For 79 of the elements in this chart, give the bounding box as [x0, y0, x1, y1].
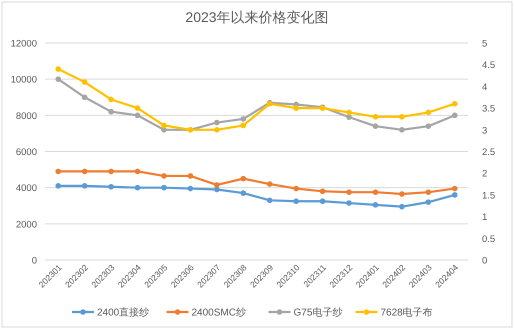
point — [161, 184, 167, 190]
y-tick-label: 4000 — [16, 183, 37, 194]
point — [240, 122, 246, 128]
point — [372, 123, 378, 129]
y2-tick-label: 2.5 — [482, 147, 496, 158]
point — [134, 184, 140, 190]
y2-tick-label: 1 — [482, 212, 488, 224]
point — [452, 186, 458, 192]
point — [82, 183, 88, 189]
point — [188, 186, 194, 192]
point — [161, 173, 167, 179]
legend-label: 2400直接纱 — [97, 306, 150, 318]
point — [82, 168, 88, 174]
point — [108, 184, 114, 190]
point — [82, 94, 88, 100]
point — [55, 183, 62, 189]
point — [320, 188, 326, 194]
point — [346, 200, 352, 206]
y2-tick-label: 0.5 — [482, 234, 496, 245]
point — [372, 202, 378, 208]
point — [188, 173, 194, 179]
point — [240, 116, 246, 122]
point — [55, 168, 62, 174]
point — [372, 114, 378, 120]
point — [134, 105, 140, 111]
y2-tick-label: 3 — [482, 125, 488, 136]
point — [240, 176, 246, 182]
point — [426, 189, 432, 195]
chart-title: 2023年以来价格变化图 — [185, 9, 329, 25]
y-tick-label: 8000 — [16, 110, 37, 122]
point — [346, 110, 352, 116]
y-tick-label: 0 — [32, 256, 37, 266]
point — [293, 198, 299, 204]
point — [399, 191, 405, 197]
point — [108, 168, 114, 174]
point — [293, 105, 299, 111]
legend-label: 7628电子布 — [380, 306, 433, 318]
y2-tick-label: 1.5 — [482, 190, 496, 202]
point — [214, 127, 220, 133]
point — [320, 198, 326, 204]
point — [399, 114, 405, 120]
point — [134, 112, 140, 118]
legend-label: G75电子纱 — [294, 306, 342, 318]
point — [55, 66, 62, 72]
point — [426, 123, 432, 129]
y2-tick-label: 5 — [482, 38, 488, 50]
y-tick-label: 2000 — [16, 219, 37, 230]
y2-tick-label: 3.5 — [482, 104, 496, 115]
y-tick-label: 10000 — [10, 74, 37, 86]
y2-tick-label: 0 — [482, 256, 488, 266]
point — [214, 186, 220, 192]
point — [293, 186, 299, 192]
point — [214, 182, 220, 188]
point — [108, 108, 114, 115]
point — [266, 198, 273, 204]
point — [399, 127, 405, 133]
point — [346, 189, 352, 195]
point — [134, 168, 140, 174]
point — [240, 190, 246, 196]
point — [82, 79, 88, 85]
point — [266, 181, 273, 187]
y2-tick-label: 4 — [482, 82, 488, 93]
y2-tick-label: 2 — [482, 168, 488, 180]
point — [214, 120, 220, 126]
y2-tick-label: 4.5 — [482, 60, 496, 72]
point — [452, 112, 458, 118]
point — [452, 192, 458, 198]
point — [399, 204, 405, 210]
point — [426, 199, 432, 205]
y-tick-label: 6000 — [16, 147, 37, 158]
point — [372, 189, 378, 195]
y-tick-label: 12000 — [10, 38, 37, 50]
point — [161, 122, 167, 128]
point — [426, 110, 432, 116]
point — [452, 100, 458, 107]
legend-label: 2400SMC纱 — [192, 306, 246, 318]
point — [55, 76, 62, 82]
point — [108, 96, 114, 102]
point — [346, 114, 352, 120]
